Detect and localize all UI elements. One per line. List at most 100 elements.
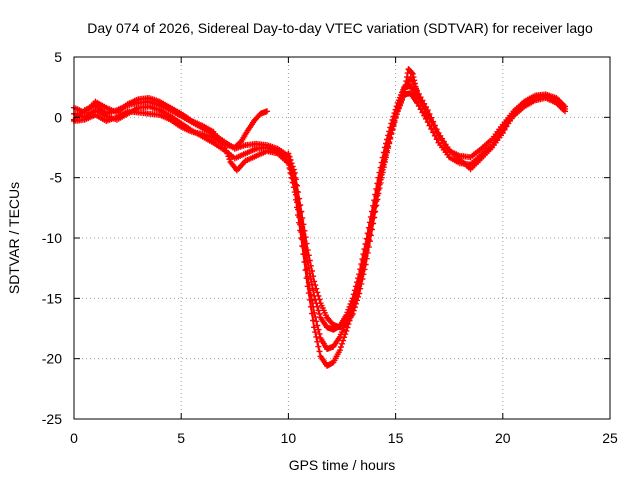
data-point-marker [356,290,363,297]
data-point-marker [301,227,308,234]
data-point-marker [362,261,369,268]
data-point-marker [380,164,387,171]
x-tick-label: 10 [281,430,297,446]
data-point-marker [359,276,366,282]
data-point-marker [398,98,404,105]
data-point-marker [286,165,293,171]
data-point-marker [264,108,270,115]
data-point-marker [414,99,420,106]
series-trace [285,66,431,331]
x-axis-label: GPS time / hours [289,457,396,473]
data-point-marker [426,122,433,129]
data-point-marker [389,127,396,134]
data-point-marker [298,235,305,241]
y-tick-label: -15 [42,290,62,306]
data-point-marker [226,156,233,163]
data-point-marker [360,271,367,278]
data-point-marker [285,150,292,157]
grid-lines [74,57,610,419]
data-point-marker [391,119,398,126]
data-point-marker [387,135,394,142]
data-point-marker [394,107,401,114]
data-point-marker [304,283,311,290]
data-point-marker [299,214,306,221]
data-point-marker [400,93,407,99]
data-point-marker [344,324,351,331]
data-point-marker [336,347,343,354]
data-point-marker [296,219,303,226]
data-point-marker [419,109,426,116]
data-point-marker [299,243,306,249]
data-point-marker [499,130,506,136]
data-point-marker [312,329,319,336]
data-point-marker [337,344,344,350]
data-point-marker [294,204,300,211]
data-point-marker [424,114,431,121]
y-tick-label: 0 [54,109,62,125]
data-point-marker [433,126,440,133]
data-point-marker [373,202,380,209]
data-point-marker [306,296,313,303]
data-point-marker [508,113,515,120]
data-point-marker [395,104,402,111]
data-point-marker [314,338,321,345]
data-point-marker [309,268,315,274]
data-point-marker [304,247,311,254]
series-trace [71,74,568,369]
data-point-marker [290,166,297,173]
data-point-marker [316,311,323,317]
y-tick-label: 5 [54,49,62,65]
data-point-marker [431,132,438,139]
data-point-marker [300,221,307,228]
series-line [73,84,566,331]
data-point-marker [303,275,310,282]
data-point-marker [501,126,508,133]
data-point-marker [351,304,358,311]
data-point-marker [291,169,298,176]
data-series [71,66,568,369]
data-point-marker [316,330,323,337]
y-axis-ticks: -25 -20 -15 -10 -5 0 5 [42,49,610,427]
data-point-marker [367,232,374,239]
data-point-marker [343,327,350,334]
data-point-marker [376,185,383,192]
data-point-marker [295,189,301,196]
data-point-marker [307,262,314,269]
data-point-marker [433,136,440,143]
data-point-marker [288,160,295,167]
data-point-marker [313,333,320,340]
x-tick-label: 0 [70,430,78,446]
data-point-marker [424,107,431,114]
data-point-marker [392,115,399,122]
x-tick-label: 5 [177,430,185,446]
data-point-marker [419,102,426,109]
data-point-marker [311,324,318,331]
chart-title: Day 074 of 2026, Sidereal Day-to-day VTE… [87,20,593,36]
data-point-marker [417,98,424,105]
data-point-marker [399,95,405,102]
data-point-marker [409,70,415,77]
data-point-marker [396,101,403,108]
data-point-marker [315,343,322,350]
data-point-marker [307,303,314,310]
data-point-marker [375,190,382,197]
data-point-marker [316,348,323,355]
data-point-marker [315,292,322,299]
data-point-marker [506,117,513,124]
data-point-marker [430,129,437,136]
data-point-marker [292,196,299,203]
data-point-marker [287,157,294,163]
data-point-marker [390,123,397,130]
data-point-marker [312,282,319,289]
y-tick-label: -5 [50,170,63,186]
data-point-marker [363,255,370,262]
data-point-marker [310,317,317,324]
data-point-marker [386,140,393,147]
data-point-marker [289,163,296,170]
data-point-marker [342,331,349,338]
data-point-marker [314,289,321,296]
data-point-marker [379,169,386,176]
series-trace [71,108,270,151]
data-point-marker [313,318,320,325]
